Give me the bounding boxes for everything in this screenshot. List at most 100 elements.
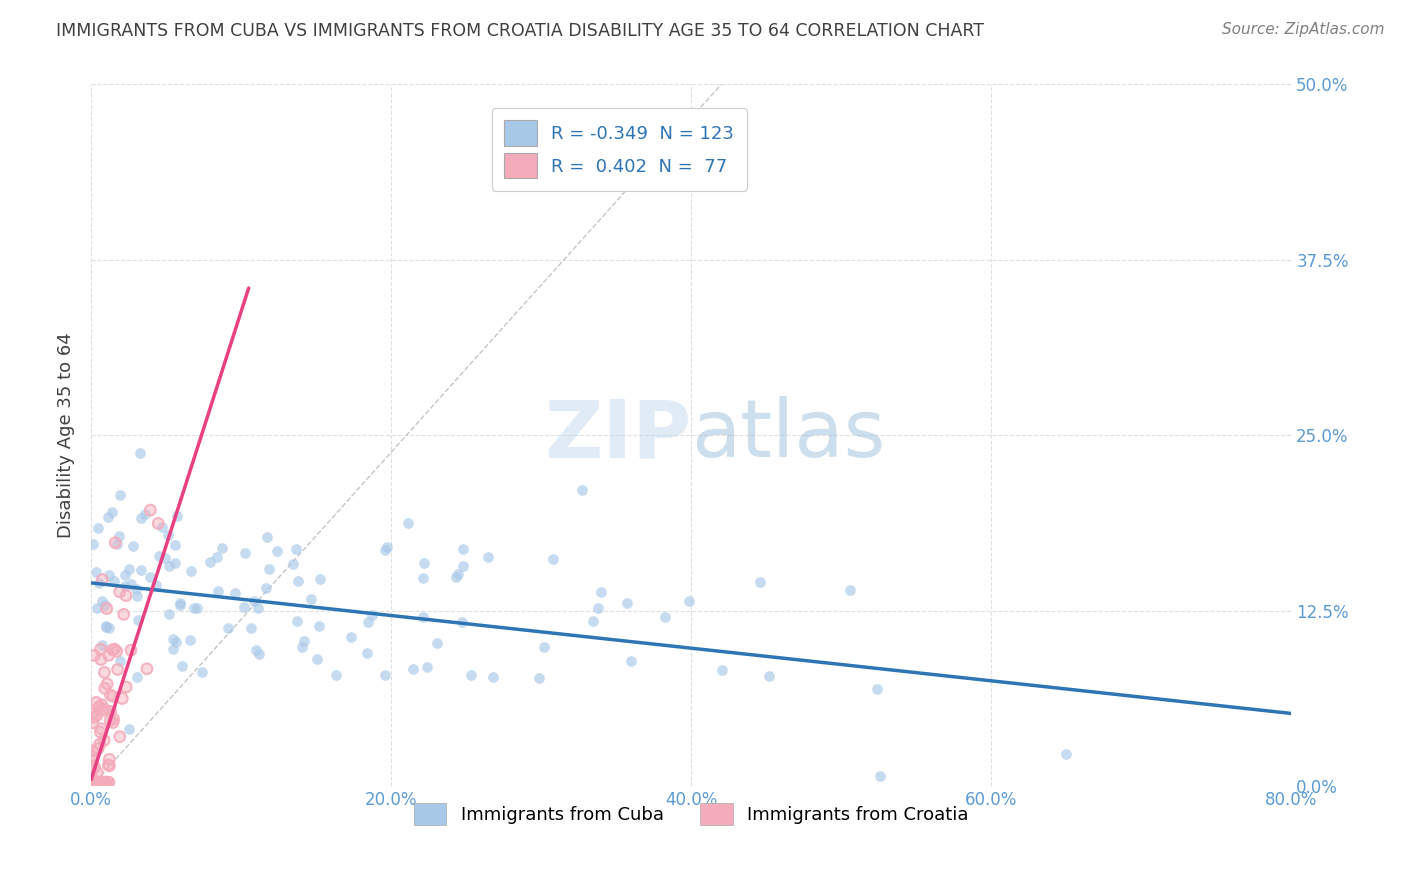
Point xyxy=(169,597,191,611)
Point xyxy=(254,581,277,595)
Point xyxy=(240,621,263,635)
Point xyxy=(233,546,256,560)
Point xyxy=(89,775,111,789)
Point xyxy=(105,644,128,658)
Point xyxy=(90,652,112,666)
Point xyxy=(90,722,112,736)
Point xyxy=(101,505,124,519)
Point xyxy=(94,618,117,632)
Point xyxy=(179,632,201,647)
Point xyxy=(82,775,104,789)
Point xyxy=(83,710,105,724)
Point xyxy=(94,775,117,789)
Point xyxy=(80,775,103,789)
Point xyxy=(138,570,160,584)
Point xyxy=(242,594,264,608)
Point xyxy=(97,775,120,789)
Point xyxy=(444,570,467,584)
Point xyxy=(620,654,643,668)
Point xyxy=(97,775,120,789)
Point xyxy=(120,643,142,657)
Point xyxy=(97,758,120,772)
Point xyxy=(91,703,114,717)
Point xyxy=(451,541,474,556)
Point xyxy=(361,608,384,623)
Point xyxy=(82,706,104,721)
Point xyxy=(245,642,267,657)
Point xyxy=(83,775,105,789)
Point xyxy=(90,698,112,712)
Point xyxy=(308,619,330,633)
Point xyxy=(115,680,138,694)
Point xyxy=(127,590,149,604)
Point xyxy=(82,706,104,721)
Point xyxy=(183,600,205,615)
Point xyxy=(82,775,104,789)
Point xyxy=(86,765,108,780)
Point xyxy=(101,689,124,703)
Point xyxy=(91,573,114,587)
Point xyxy=(97,648,120,663)
Point xyxy=(103,642,125,657)
Point xyxy=(460,668,482,682)
Point xyxy=(104,535,127,549)
Point xyxy=(1056,747,1078,761)
Point xyxy=(541,552,564,566)
Y-axis label: Disability Age 35 to 64: Disability Age 35 to 64 xyxy=(58,333,75,539)
Point xyxy=(84,695,107,709)
Point xyxy=(101,715,124,730)
Point xyxy=(412,609,434,624)
Point xyxy=(356,646,378,660)
Point xyxy=(89,725,111,739)
Point xyxy=(148,516,170,531)
Point xyxy=(758,669,780,683)
Point xyxy=(90,594,112,608)
Point xyxy=(135,662,157,676)
Point xyxy=(89,775,111,789)
Point xyxy=(93,599,115,613)
Point xyxy=(157,558,180,573)
Point xyxy=(86,775,108,789)
Point xyxy=(97,568,120,582)
Point xyxy=(396,516,419,531)
Point xyxy=(134,507,156,521)
Point xyxy=(94,681,117,696)
Point xyxy=(97,648,120,663)
Point xyxy=(94,703,117,717)
Point xyxy=(527,671,550,685)
Point xyxy=(305,651,328,665)
Point xyxy=(82,775,104,789)
Point xyxy=(139,503,162,517)
Point xyxy=(162,632,184,646)
Point xyxy=(586,601,609,615)
Point xyxy=(247,647,270,661)
Point xyxy=(97,775,120,789)
Point xyxy=(166,508,188,523)
Point xyxy=(148,549,170,563)
Point xyxy=(150,520,173,534)
Point xyxy=(104,535,127,549)
Point xyxy=(90,698,112,712)
Point xyxy=(281,557,304,571)
Point xyxy=(477,549,499,564)
Point xyxy=(90,722,112,736)
Point xyxy=(91,775,114,789)
Point xyxy=(374,543,396,558)
Point xyxy=(96,620,118,634)
Point xyxy=(110,488,132,502)
Point xyxy=(93,733,115,747)
Point xyxy=(96,601,118,615)
Point xyxy=(91,703,114,717)
Point xyxy=(87,741,110,756)
Point xyxy=(118,561,141,575)
Point xyxy=(169,599,191,613)
Point xyxy=(80,772,103,786)
Point xyxy=(446,567,468,582)
Point xyxy=(82,537,104,551)
Point xyxy=(82,744,104,758)
Point xyxy=(115,589,138,603)
Point xyxy=(135,662,157,676)
Point xyxy=(207,584,229,599)
Point xyxy=(87,775,110,789)
Point xyxy=(120,577,142,591)
